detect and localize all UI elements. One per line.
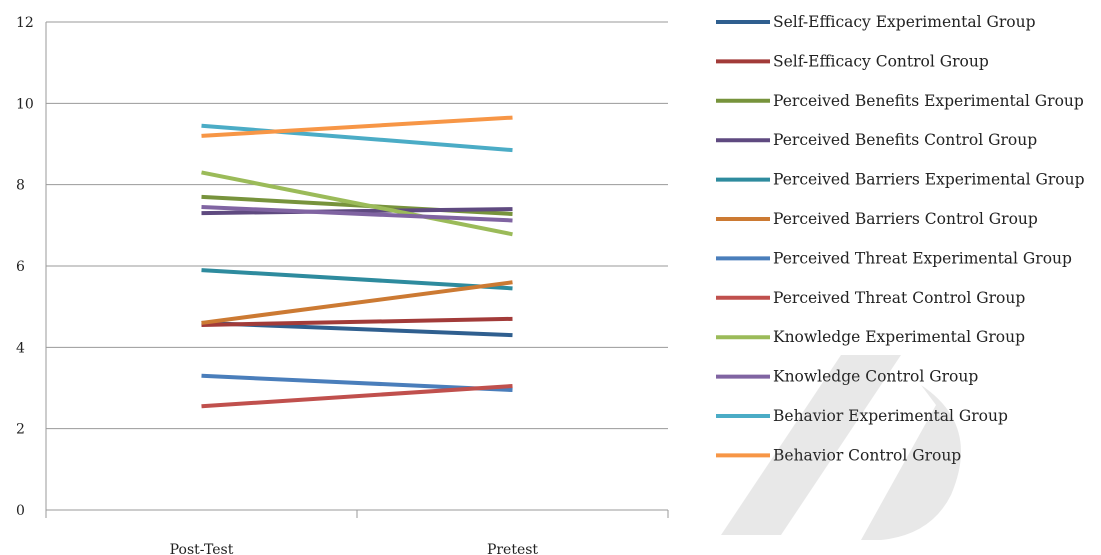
legend-label: Perceived Benefits Control Group bbox=[773, 131, 1037, 149]
axes: 0 2 4 6 8 10 12 Post-Test Pretest bbox=[16, 15, 669, 555]
legend-item: Self-Efficacy Control Group bbox=[716, 52, 989, 70]
legend-item: Perceived Threat Control Group bbox=[716, 289, 1025, 307]
series-line-8 bbox=[201, 383, 513, 409]
legend-label: Behavior Control Group bbox=[773, 446, 961, 464]
legend-label: Knowledge Control Group bbox=[773, 368, 978, 386]
series-line-2 bbox=[201, 316, 513, 327]
y-tick-label: 2 bbox=[16, 422, 25, 438]
x-tick-label: Post-Test bbox=[170, 542, 234, 555]
legend: Self-Efficacy Experimental Group Self-Eff… bbox=[716, 13, 1085, 464]
legend-item: Perceived Benefits Control Group bbox=[716, 131, 1037, 149]
legend-label: Self-Efficacy Control Group bbox=[773, 52, 989, 70]
y-tick-label: 6 bbox=[16, 259, 25, 275]
legend-label: Perceived Barriers Experimental Group bbox=[773, 171, 1085, 189]
legend-item: Behavior Experimental Group bbox=[716, 407, 1008, 425]
y-tick-label: 10 bbox=[16, 96, 34, 112]
series-line-11 bbox=[201, 123, 513, 153]
series-line-12 bbox=[201, 115, 513, 138]
y-tick-label: 0 bbox=[16, 503, 25, 519]
series-line-9 bbox=[201, 170, 513, 237]
series-line-10 bbox=[201, 205, 513, 223]
legend-label: Perceived Benefits Experimental Group bbox=[773, 92, 1084, 110]
legend-label: Behavior Experimental Group bbox=[773, 407, 1008, 425]
y-tick-label: 12 bbox=[16, 15, 34, 31]
legend-label: Perceived Threat Control Group bbox=[773, 289, 1025, 307]
y-tick-label: 8 bbox=[16, 178, 25, 194]
legend-label: Self-Efficacy Experimental Group bbox=[773, 13, 1036, 31]
legend-label: Knowledge Experimental Group bbox=[773, 328, 1025, 346]
legend-item: Behavior Control Group bbox=[716, 446, 961, 464]
x-tick-label: Pretest bbox=[487, 542, 538, 555]
legend-item: Perceived Benefits Experimental Group bbox=[716, 92, 1084, 110]
legend-item: Knowledge Control Group bbox=[716, 368, 978, 386]
y-tick-label: 4 bbox=[16, 340, 25, 356]
legend-item: Perceived Barriers Experimental Group bbox=[716, 171, 1085, 189]
legend-item: Perceived Barriers Control Group bbox=[716, 210, 1038, 228]
legend-label: Perceived Barriers Control Group bbox=[773, 210, 1038, 228]
series-line-4 bbox=[201, 207, 513, 216]
legend-item: Perceived Threat Experimental Group bbox=[716, 249, 1072, 267]
legend-label: Perceived Threat Experimental Group bbox=[773, 249, 1072, 267]
legend-item: Knowledge Experimental Group bbox=[716, 328, 1025, 346]
series-lines bbox=[201, 115, 513, 409]
legend-item: Self-Efficacy Experimental Group bbox=[716, 13, 1036, 31]
gridlines bbox=[46, 21, 668, 430]
series-line-6 bbox=[201, 280, 513, 325]
series-line-5 bbox=[201, 268, 513, 291]
